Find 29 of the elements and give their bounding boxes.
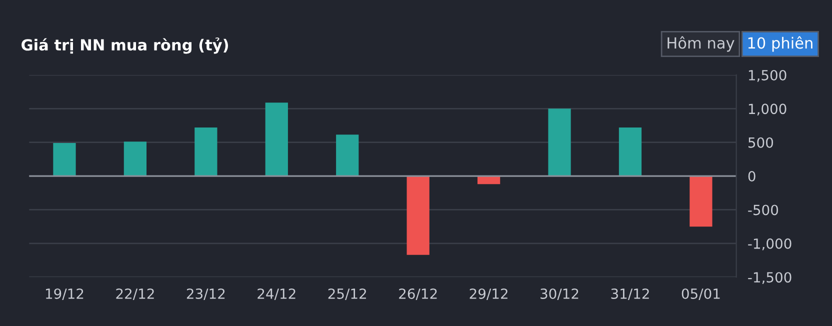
x-tick-label: 22/12 (116, 288, 154, 300)
y-tick-label: -500 (748, 204, 778, 216)
y-tick-label: 0 (748, 171, 756, 182)
chart-title: Giá trị NN mua ròng (tỷ) (22, 38, 228, 54)
x-tick-label: 29/12 (470, 288, 508, 300)
bar (548, 108, 571, 176)
x-tick-label: 30/12 (540, 288, 578, 300)
x-tick-label: 25/12 (328, 288, 366, 300)
bar (194, 128, 218, 176)
x-tick-label: 23/12 (186, 288, 225, 300)
bar (618, 128, 642, 176)
x-tick-label: 19/12 (46, 288, 84, 300)
x-tick-label: 24/12 (258, 288, 296, 300)
y-tick-label: -1,000 (748, 238, 792, 250)
y-tick-label: 500 (748, 137, 774, 148)
x-tick-label: 26/12 (399, 288, 437, 300)
bar (124, 142, 147, 176)
bar (265, 102, 288, 176)
x-tick-label: 05/01 (682, 288, 720, 300)
bar (690, 176, 712, 227)
y-tick-label: -1,500 (748, 272, 792, 284)
y-tick-label: 1,000 (748, 104, 786, 116)
y-tick-label: 1,500 (748, 70, 786, 82)
x-tick-label: 31/12 (611, 288, 649, 300)
text: 10 phiên (748, 36, 812, 52)
text: Hôm nay (668, 36, 734, 52)
bar (53, 143, 76, 176)
bar (336, 134, 359, 176)
bar (406, 176, 430, 255)
